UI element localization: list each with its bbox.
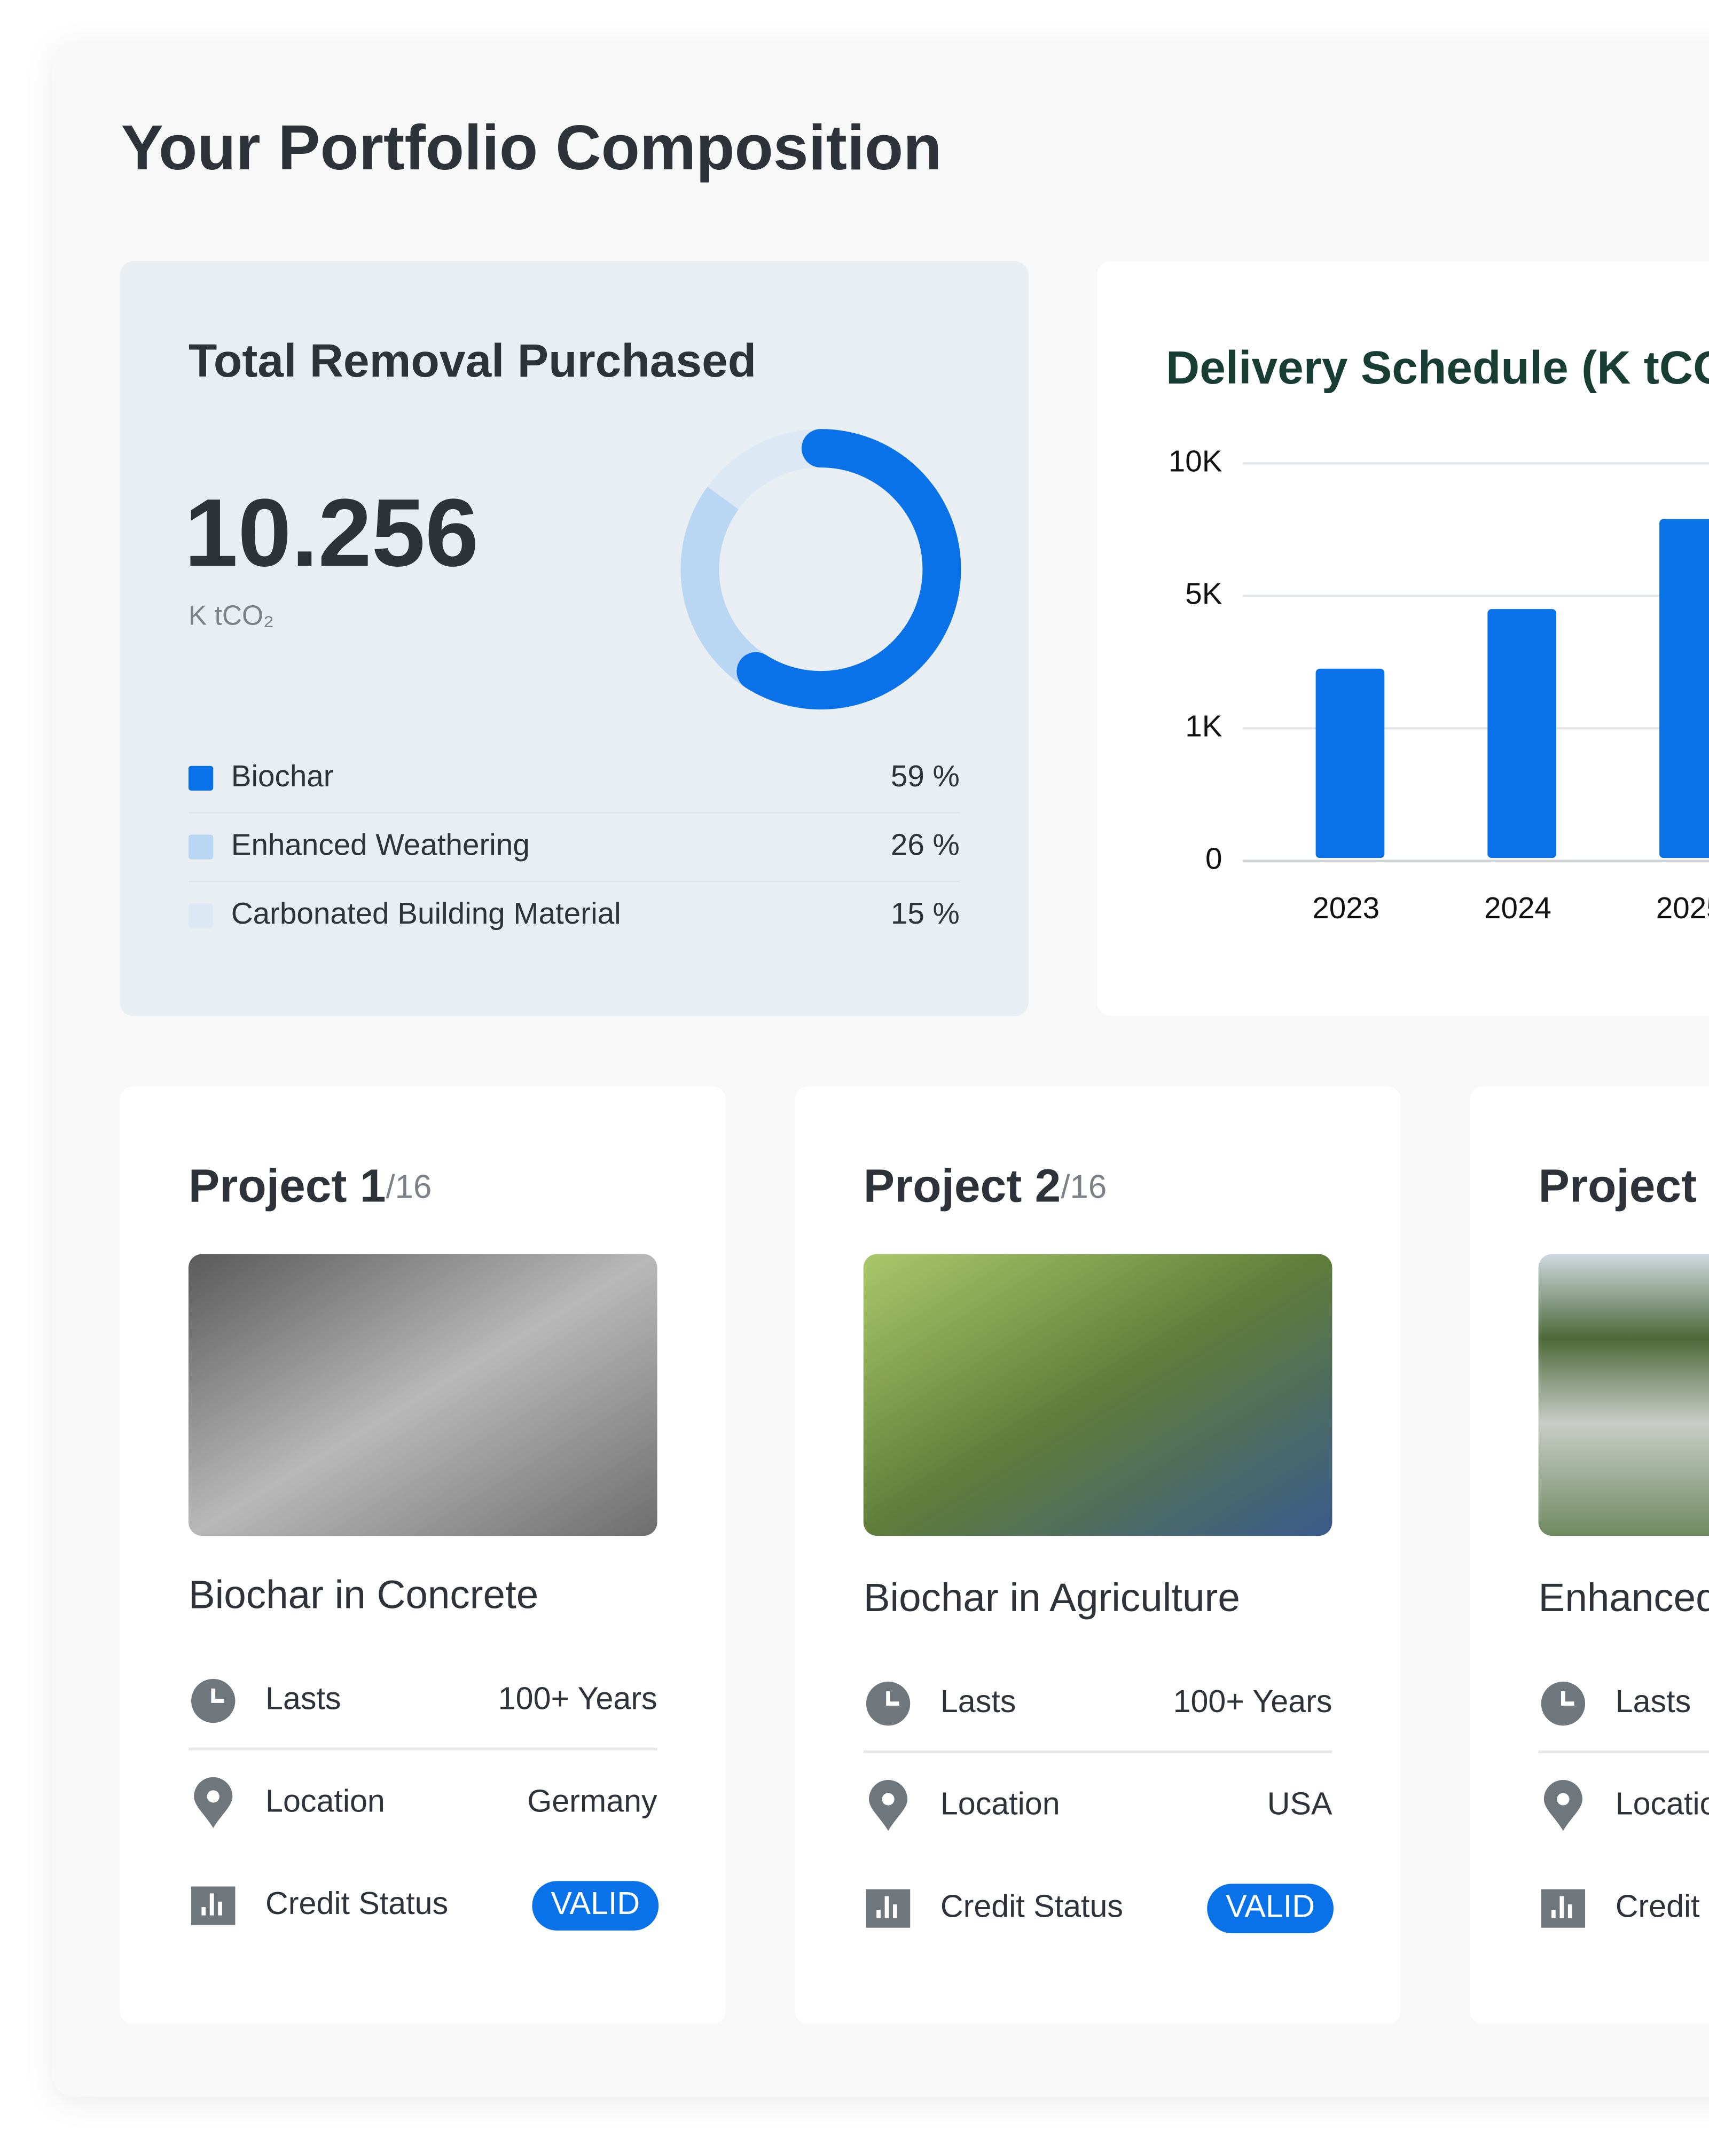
row-value: Germany — [527, 1783, 657, 1818]
donut-segment — [680, 429, 961, 710]
row-label: Lasts — [940, 1683, 1016, 1719]
project-name: Enhanced Weathering — [1539, 1575, 1709, 1620]
y-tick-label: 1K — [1185, 709, 1222, 743]
bar — [1659, 519, 1709, 858]
y-tick-label: 10K — [1169, 444, 1222, 478]
bar — [1315, 668, 1385, 858]
project-title: Project 2/16 — [864, 1160, 1107, 1212]
project-number: Project 2 — [864, 1160, 1061, 1212]
chart-title: Delivery Schedule (K tCO₂) — [1166, 341, 1709, 394]
status-bar — [1559, 1896, 1564, 1918]
project-card — [1469, 1086, 1709, 2024]
status-bar — [1567, 1904, 1572, 1918]
pin-dot — [882, 1793, 895, 1806]
status-bar — [209, 1893, 214, 1916]
status-text: VALID — [1226, 1888, 1315, 1924]
donut-segment — [680, 429, 961, 710]
project-name: Biochar in Concrete — [189, 1572, 538, 1617]
summary-unit: K tCO₂ — [189, 599, 274, 630]
project-total: /16 — [1061, 1169, 1107, 1206]
legend-value: 26 % — [891, 828, 960, 862]
status-bar — [884, 1896, 889, 1918]
project-name: Biochar in Agriculture — [864, 1575, 1240, 1620]
row-label: Location — [265, 1783, 385, 1818]
row-label: Credit Status — [940, 1888, 1123, 1924]
status-pill — [532, 1881, 659, 1931]
project-image — [863, 1254, 1332, 1536]
project-image — [1538, 1254, 1709, 1536]
legend-swatch — [188, 903, 214, 928]
project-total: /16 — [386, 1169, 432, 1206]
x-tick-label: 2024 — [1484, 891, 1551, 925]
row-label: Lasts — [1616, 1683, 1691, 1719]
status-text: VALID — [551, 1885, 640, 1921]
summary-value: 10.256 — [184, 479, 479, 587]
project-image — [188, 1254, 657, 1536]
legend-label: Biochar — [231, 759, 334, 793]
status-bar — [201, 1907, 206, 1916]
y-tick-label: 5K — [1185, 576, 1222, 610]
bar — [1487, 609, 1557, 858]
row-label: Credit Status — [265, 1885, 448, 1921]
x-tick-label: 2023 — [1312, 891, 1379, 925]
summary-title: Total Removal Purchased — [189, 334, 756, 387]
row-label: Location — [1616, 1786, 1709, 1822]
status-bar — [876, 1910, 881, 1918]
project-title: Project 3/16 — [1539, 1160, 1709, 1212]
pin-dot — [207, 1790, 219, 1803]
row-label: Lasts — [265, 1681, 341, 1716]
clock-hands — [211, 1688, 224, 1703]
clock-hands — [886, 1691, 899, 1706]
legend-swatch — [188, 765, 214, 791]
y-tick-label: 0 — [1205, 841, 1222, 875]
row-label: Location — [940, 1786, 1060, 1822]
row-value: USA — [1267, 1786, 1332, 1822]
x-tick-label: 2025 — [1656, 891, 1709, 925]
pin-icon — [194, 1777, 233, 1829]
status-bar — [893, 1904, 897, 1918]
legend-value: 59 % — [891, 759, 960, 793]
legend-swatch — [188, 834, 214, 860]
clock-hands — [1561, 1691, 1574, 1706]
legend-label: Carbonated Building Material — [231, 896, 621, 930]
pin-dot — [1557, 1793, 1570, 1806]
row-value: 100+ Years — [1173, 1683, 1332, 1719]
row-label: Credit Status — [1616, 1888, 1709, 1924]
project-number: Project 1 — [189, 1160, 386, 1212]
status-bar — [1551, 1910, 1556, 1918]
status-pill — [1207, 1884, 1334, 1934]
legend-label: Enhanced Weathering — [231, 828, 530, 862]
row-value: 100+ Years — [498, 1681, 657, 1716]
project-card — [795, 1086, 1401, 2024]
project-number: Project 3 — [1539, 1160, 1709, 1212]
page-title: Your Portfolio Composition — [121, 113, 942, 183]
status-bar — [218, 1901, 222, 1916]
legend-value: 15 % — [891, 896, 960, 930]
project-title: Project 1/16 — [189, 1160, 432, 1212]
